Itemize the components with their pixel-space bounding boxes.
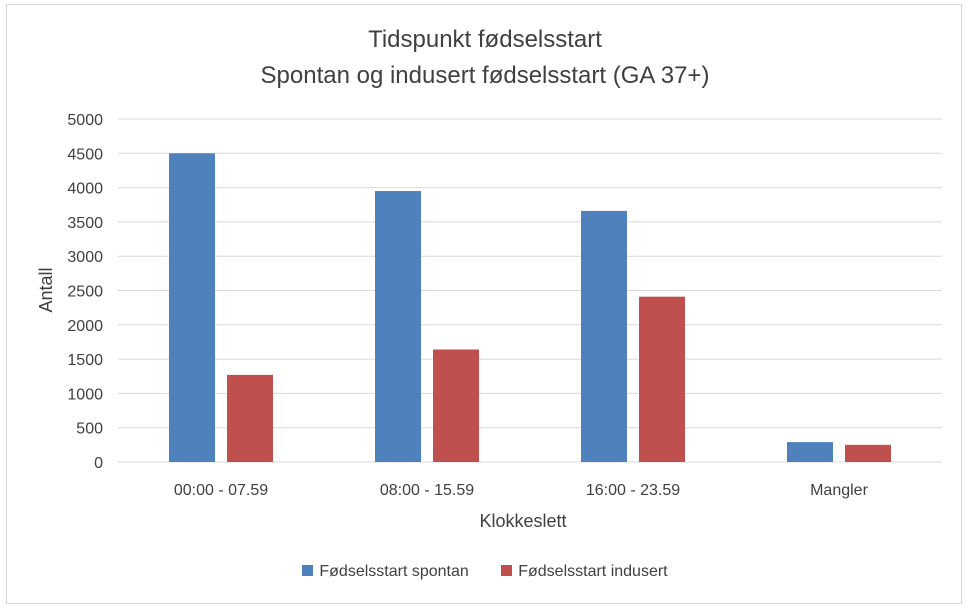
bar-spontan — [169, 153, 215, 463]
bar-spontan — [581, 210, 627, 462]
chart-subtitle: Spontan og indusert fødselsstart (GA 37+… — [260, 62, 710, 89]
y-tick-label: 2000 — [67, 318, 103, 335]
x-axis-title: Klokkeslett — [479, 511, 566, 531]
y-tick-label: 3500 — [67, 215, 103, 232]
chart-title-block: Tidspunkt fødselsstart Spontan og induse… — [0, 22, 970, 94]
y-tick-label: 1500 — [67, 352, 103, 369]
x-tick-label: 08:00 - 15.59 — [380, 482, 474, 499]
bar-indusert — [845, 444, 891, 462]
x-tick-label: 16:00 - 23.59 — [586, 482, 680, 499]
y-axis-ticks: 0 500 1000 1500 2000 2500 3000 3500 4000 4500 5000 — [67, 112, 103, 472]
bar-indusert — [639, 296, 685, 462]
legend-swatch-indusert — [501, 565, 513, 576]
x-axis-ticks: 00:00 - 07.59 08:00 - 15.59 16:00 - 23.59 M… — [174, 482, 869, 499]
legend-label-spontan: Fødselsstart spontan — [319, 563, 469, 580]
bar-spontan — [787, 442, 833, 462]
bar-spontan — [375, 191, 421, 462]
bar-indusert — [433, 349, 479, 462]
legend: Fødselsstart spontan Fødselsstart induse… — [0, 563, 970, 581]
legend-label-indusert: Fødselsstart indusert — [518, 563, 668, 580]
y-tick-label: 4000 — [67, 181, 103, 198]
y-axis-title: Antall — [36, 267, 56, 312]
chart-frame — [6, 4, 962, 604]
y-tick-label: 1000 — [67, 386, 103, 403]
legend-item-spontan: Fødselsstart spontan — [302, 563, 469, 581]
x-tick-label: 00:00 - 07.59 — [174, 482, 268, 499]
y-tick-label: 5000 — [67, 112, 103, 129]
y-tick-label: 0 — [94, 455, 103, 472]
y-tick-label: 4500 — [67, 146, 103, 163]
chart-title: Tidspunkt fødselsstart — [368, 26, 602, 53]
legend-item-indusert: Fødselsstart indusert — [501, 563, 668, 581]
x-tick-label: Mangler — [810, 482, 868, 499]
y-tick-label: 2500 — [67, 284, 103, 301]
y-tick-label: 500 — [76, 421, 103, 438]
bar-indusert — [227, 374, 273, 462]
bars — [169, 153, 891, 463]
legend-swatch-spontan — [302, 565, 314, 576]
y-tick-label: 3000 — [67, 249, 103, 266]
